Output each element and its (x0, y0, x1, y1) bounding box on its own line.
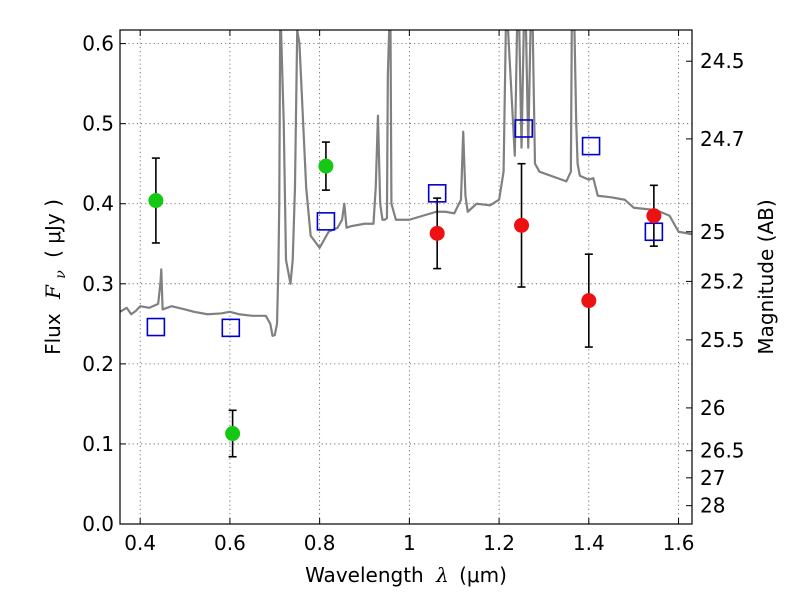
y-axis-label-prefix: Flux (41, 313, 65, 355)
grid (120, 30, 692, 524)
y-tick-label: 0.1 (82, 432, 114, 456)
y2-tick-label: 24.5 (700, 49, 745, 73)
model-square-point (581, 136, 601, 156)
y2-tick-label: 25 (700, 220, 725, 244)
x-tick-label: 1.6 (663, 531, 695, 555)
x-axis-label: Wavelength λ (μm) (305, 563, 507, 587)
green-data-point (318, 158, 334, 174)
red-data-point (581, 293, 597, 309)
y-tick-label: 0.5 (82, 112, 114, 136)
x-tick-label: 1.4 (573, 531, 605, 555)
x-tick-label: 1 (403, 531, 416, 555)
model-square-point (316, 212, 336, 231)
x-tick-label: 0.4 (124, 531, 156, 555)
model-square-point (514, 119, 534, 138)
red-data-point (646, 208, 662, 224)
x-axis-label-prefix: Wavelength (305, 563, 424, 587)
y2-tick-label: 25.2 (700, 269, 745, 293)
model-square-point (644, 222, 664, 242)
y2-tick-label: 28 (700, 494, 725, 518)
x-tick-label: 0.6 (214, 531, 246, 555)
y-tick-label: 0.6 (82, 32, 114, 56)
y2-tick-label: 26.5 (700, 439, 745, 463)
model-spectrum (120, 30, 692, 337)
y2-tick-label: 26 (700, 396, 725, 420)
y-axis-label-unit: ( μJy ) (41, 199, 65, 258)
y2-tick-label: 24.7 (700, 127, 745, 151)
y-axis-label-symbol: F (41, 284, 65, 300)
x-axis-label-symbol: λ (435, 563, 449, 587)
y-axis-label-subscript: ν (53, 270, 69, 279)
error-bars (151, 141, 658, 458)
x-axis-label-unit: (μm) (459, 563, 507, 587)
model-square-point (146, 317, 166, 337)
y2-tick-label: 25.5 (700, 328, 745, 352)
y-tick-label: 0.4 (82, 192, 114, 216)
green-data-point (225, 426, 241, 442)
green-data-point (148, 193, 164, 209)
model-photometry-squares (146, 119, 664, 338)
y2-axis-label: Magnitude (AB) (754, 199, 778, 354)
y-axis-label: Flux F ν ( μJy ) (41, 199, 70, 355)
model-spectrum-line (120, 30, 692, 337)
y-tick-label: 0.3 (82, 272, 114, 296)
model-square-point (427, 184, 447, 203)
red-data-point (514, 217, 530, 233)
x-tick-label: 1.2 (483, 531, 515, 555)
red-data-point (429, 225, 445, 241)
axis-ticks: 0.4 0.6 0.8 1 1.2 1.4 1.6 0.0 0.1 0.2 0.3 0.4 0.5 0.6… (82, 30, 745, 555)
y-tick-label: 0.2 (82, 352, 114, 376)
model-square-point (221, 318, 241, 338)
photometry-points (148, 158, 662, 442)
plot-frame (119, 29, 693, 525)
y2-tick-label: 27 (700, 466, 725, 490)
y-tick-label: 0.0 (82, 512, 114, 536)
x-tick-label: 0.8 (304, 531, 336, 555)
